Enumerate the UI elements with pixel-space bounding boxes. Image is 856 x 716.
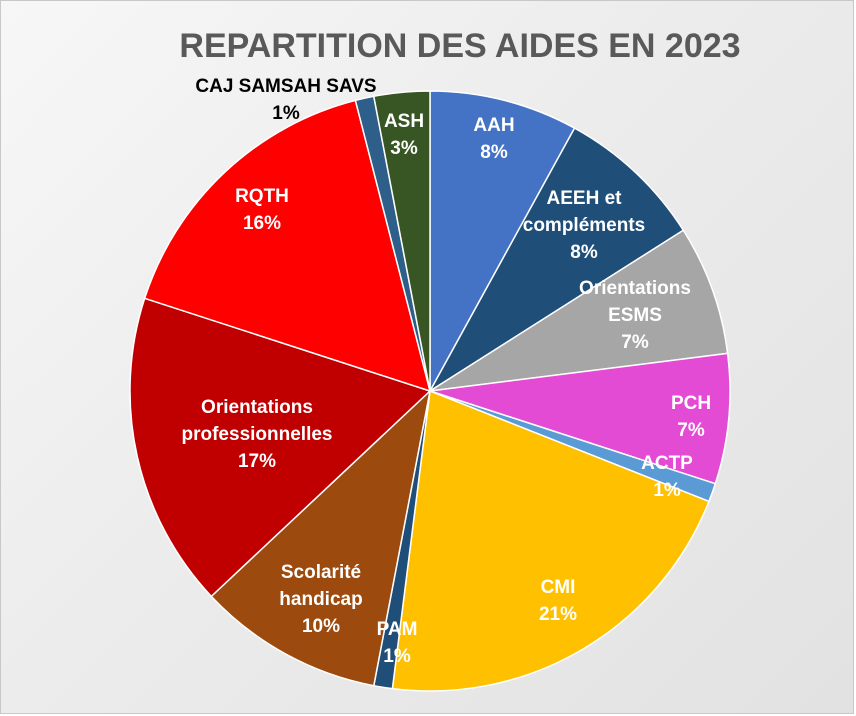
slice-aah — [429, 90, 576, 392]
slice-value-label: 1% — [272, 103, 300, 124]
slice-name-label: handicap — [279, 589, 362, 610]
label-aah: AAH 8% — [473, 115, 514, 163]
slice-name-label: ASH — [384, 111, 424, 132]
slice-value-label: 21% — [539, 604, 577, 625]
label-orientations-professionnelles: Orientations professionnelles 17% — [182, 397, 333, 472]
slice-name-label: AEEH et — [547, 188, 623, 209]
slice-name-label: CAJ SAMSAH SAVS — [195, 76, 376, 97]
label-scolarite-handicap: Scolarité handicap 10% — [279, 562, 362, 637]
slice-value-label: 1% — [653, 480, 681, 501]
slice-name-label: compléments — [523, 215, 645, 236]
label-pam: PAM 1% — [377, 619, 418, 667]
label-rqth: RQTH 16% — [235, 186, 289, 234]
slice-value-label: 1% — [383, 646, 411, 667]
pie-labels: AAH 8% AEEH et compléments 8% Orientations ESM… — [182, 76, 712, 667]
slice-value-label: 16% — [243, 213, 281, 234]
slice-name-label: PCH — [671, 393, 711, 414]
slice-name-label: RQTH — [235, 186, 289, 207]
label-pch: PCH 7% — [671, 393, 711, 441]
slice-name-label: ESMS — [608, 305, 662, 326]
slice-value-label: 17% — [238, 451, 276, 472]
pie-slices — [129, 90, 731, 692]
slice-pch — [429, 352, 731, 485]
slice-name-label: professionnelles — [182, 424, 333, 445]
slice-value-label: 3% — [390, 138, 418, 159]
slice-name-label: AAH — [473, 115, 514, 136]
slice-orientations-professionnelles — [129, 297, 432, 598]
slice-rqth — [143, 99, 432, 393]
slice-name-label: Orientations — [201, 397, 313, 418]
slice-value-label: 8% — [570, 242, 598, 263]
label-actp: ACTP 1% — [641, 453, 693, 501]
label-ash: ASH 3% — [384, 111, 424, 159]
chart-title: REPARTITION DES AIDES EN 2023 — [179, 27, 740, 65]
slice-ash — [372, 90, 431, 392]
label-caj-samsah-savs: CAJ SAMSAH SAVS 1% — [195, 76, 376, 124]
slice-cmi — [391, 389, 710, 692]
label-cmi: CMI 21% — [539, 577, 577, 625]
slice-name-label: Scolarité — [281, 562, 361, 583]
label-aeeh-et-complements: AEEH et compléments 8% — [523, 188, 645, 263]
label-orientations-esms: Orientations ESMS 7% — [579, 278, 691, 353]
slice-value-label: 7% — [677, 420, 705, 441]
slice-scolarite-handicap — [210, 388, 432, 687]
slice-name-label: PAM — [377, 619, 418, 640]
slice-value-label: 8% — [480, 142, 508, 163]
slice-name-label: CMI — [541, 577, 576, 598]
slice-name-label: Orientations — [579, 278, 691, 299]
slice-value-label: 7% — [621, 332, 649, 353]
slice-value-label: 10% — [302, 616, 340, 637]
slice-name-label: ACTP — [641, 453, 693, 474]
slice-orientations-esms — [429, 229, 729, 392]
slice-aeeh-et-complements — [429, 127, 685, 392]
